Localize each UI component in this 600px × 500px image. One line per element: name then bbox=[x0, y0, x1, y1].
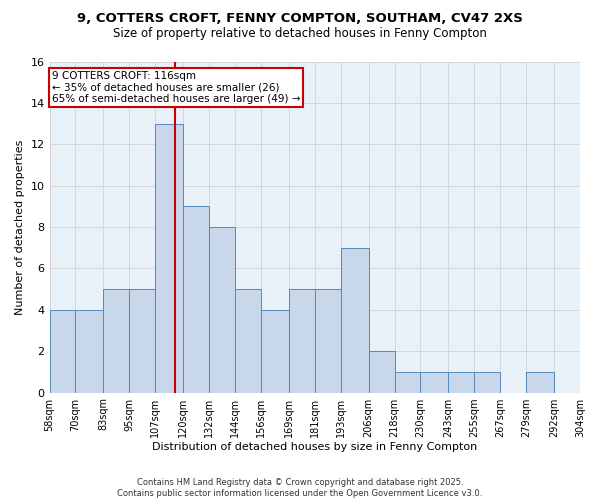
Bar bbox=[76, 310, 103, 392]
Bar bbox=[368, 351, 395, 393]
Bar bbox=[448, 372, 475, 392]
Text: Contains HM Land Registry data © Crown copyright and database right 2025.
Contai: Contains HM Land Registry data © Crown c… bbox=[118, 478, 482, 498]
Bar bbox=[421, 372, 448, 392]
Text: 9, COTTERS CROFT, FENNY COMPTON, SOUTHAM, CV47 2XS: 9, COTTERS CROFT, FENNY COMPTON, SOUTHAM… bbox=[77, 12, 523, 26]
Bar bbox=[289, 289, 315, 393]
Bar bbox=[155, 124, 183, 392]
Bar bbox=[209, 227, 235, 392]
Bar bbox=[526, 372, 554, 392]
Text: 9 COTTERS CROFT: 116sqm
← 35% of detached houses are smaller (26)
65% of semi-de: 9 COTTERS CROFT: 116sqm ← 35% of detache… bbox=[52, 71, 300, 104]
Y-axis label: Number of detached properties: Number of detached properties bbox=[15, 140, 25, 314]
Bar bbox=[315, 289, 341, 393]
Bar bbox=[50, 310, 76, 392]
Bar bbox=[475, 372, 500, 392]
Bar bbox=[395, 372, 421, 392]
X-axis label: Distribution of detached houses by size in Fenny Compton: Distribution of detached houses by size … bbox=[152, 442, 478, 452]
Bar bbox=[183, 206, 209, 392]
Text: Size of property relative to detached houses in Fenny Compton: Size of property relative to detached ho… bbox=[113, 28, 487, 40]
Bar bbox=[103, 289, 130, 393]
Bar bbox=[341, 248, 368, 392]
Bar bbox=[235, 289, 261, 393]
Bar bbox=[130, 289, 155, 393]
Bar bbox=[261, 310, 289, 392]
